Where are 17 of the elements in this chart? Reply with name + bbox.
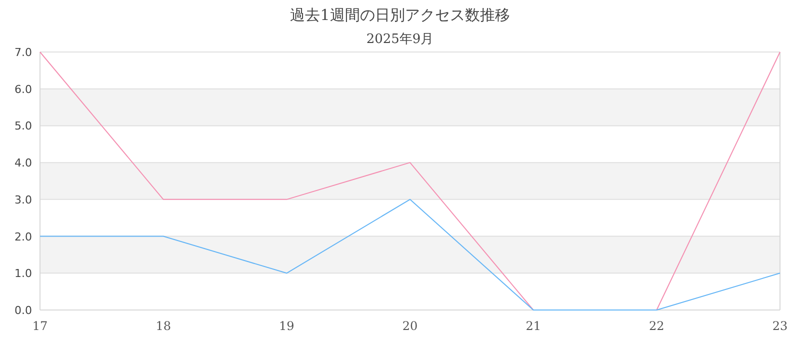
- x-tick-label: 18: [156, 319, 171, 333]
- y-tick-label: 0.0: [14, 304, 32, 317]
- y-tick-label: 2.0: [14, 230, 32, 244]
- y-tick-label: 1.0: [14, 267, 32, 280]
- x-tick-label: 19: [279, 319, 294, 333]
- x-tick-label: 21: [526, 319, 541, 333]
- x-tick-label: 20: [402, 319, 418, 333]
- x-tick-label: 17: [32, 319, 48, 333]
- y-tick-label: 3.0: [14, 193, 32, 206]
- y-tick-label: 7.0: [14, 46, 32, 59]
- x-tick-label: 22: [649, 319, 664, 333]
- y-tick-label: 5.0: [14, 120, 32, 133]
- y-tick-label: 6.0: [14, 82, 32, 96]
- chart-title: 過去1週間の日別アクセス数推移: [290, 6, 510, 24]
- y-tick-label: 4.0: [14, 156, 32, 170]
- chart-subtitle: 2025年9月: [366, 32, 434, 47]
- x-tick-label: 23: [772, 319, 788, 333]
